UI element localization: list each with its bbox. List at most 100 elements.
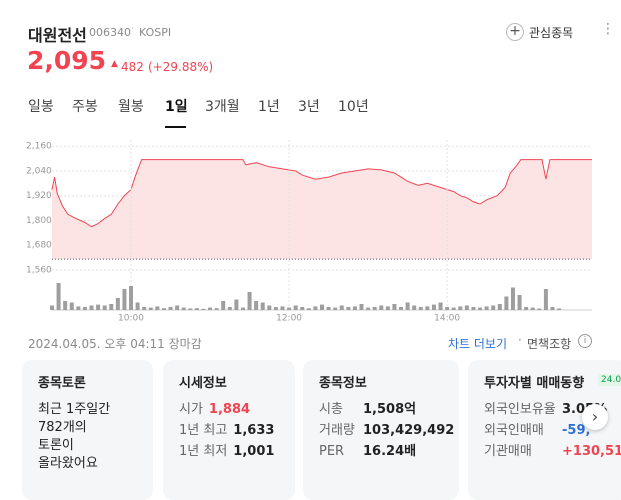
up-icon: ▲ xyxy=(111,59,118,69)
row-label: 외국인보유율 xyxy=(484,402,556,417)
volume-bar xyxy=(214,308,219,310)
volume-bar xyxy=(471,307,476,310)
row-label: 기관매매 xyxy=(484,444,532,459)
row-value: 1,884 xyxy=(208,402,251,417)
volume-bar xyxy=(379,305,384,310)
volume-bar xyxy=(491,305,496,310)
volume-bar xyxy=(418,307,423,310)
tab[interactable]: 월봉 xyxy=(118,99,144,115)
card[interactable]: 종목정보 시총 1,508억 거래량 103,429,492 PER 16.24배 xyxy=(303,360,459,500)
volume-bar xyxy=(333,307,338,310)
price-area xyxy=(52,159,592,260)
volume-bar xyxy=(194,308,199,310)
volume-bar xyxy=(82,307,87,310)
x-tick-label: 12:00 xyxy=(276,314,302,324)
tab[interactable]: 1년 xyxy=(258,99,280,115)
volume-bar xyxy=(445,307,450,310)
more-chart-link[interactable]: 차트 더보기 xyxy=(448,337,508,351)
volume-bar xyxy=(267,305,272,310)
volume-bar xyxy=(287,307,292,310)
card-row: 1년 최저 1,001 xyxy=(179,440,274,459)
market: KOSPI xyxy=(139,26,172,39)
volume-bar xyxy=(129,286,134,310)
volume-bar xyxy=(188,308,193,310)
volume-bar xyxy=(438,302,443,310)
next-arrow[interactable]: › xyxy=(582,404,608,430)
tab[interactable]: 주봉 xyxy=(72,99,98,115)
card-title: 종목토론 xyxy=(38,376,86,391)
card-row: 거래량 103,429,492 xyxy=(319,419,454,438)
card-row: 외국인매매 -59, xyxy=(484,419,590,438)
volume-bar xyxy=(122,289,127,310)
y-tick-label: 1,800 xyxy=(26,216,52,226)
tab[interactable]: 3개월 xyxy=(205,99,240,115)
volume-bar xyxy=(313,306,318,310)
volume-bar xyxy=(293,305,298,310)
card-row: 시가 1,884 xyxy=(179,398,250,417)
disclaimer-link[interactable]: 면책조항 xyxy=(527,337,572,351)
volume-bar xyxy=(102,305,107,310)
volume-bar xyxy=(135,302,140,310)
stock-code: 006340 xyxy=(89,26,131,39)
volume-bar xyxy=(352,306,357,310)
volume-bar xyxy=(240,307,245,310)
volume-bar xyxy=(399,307,404,310)
row-label: 1년 최저 xyxy=(179,444,228,459)
volume-bar xyxy=(161,308,166,310)
volume-bar xyxy=(155,306,160,310)
volume-bar xyxy=(320,304,324,310)
volume-bar xyxy=(56,283,61,310)
card-title: 종목정보 xyxy=(319,376,367,391)
row-label: 거래량 xyxy=(319,423,355,438)
volume-bar xyxy=(497,304,502,310)
card-line: 782개의 xyxy=(38,420,87,435)
volume-bar xyxy=(63,301,68,310)
y-tick-label: 1,920 xyxy=(26,191,52,201)
tab-underline xyxy=(165,126,186,128)
card-title: 투자자별 매매동향 xyxy=(484,376,585,391)
card[interactable]: 시세정보 시가 1,884 1년 최고 1,633 1년 최저 1,001 xyxy=(163,360,295,500)
volume-bar xyxy=(557,308,562,310)
tab[interactable]: 10년 xyxy=(338,99,369,115)
row-value: 103,429,492 xyxy=(363,423,455,438)
row-value: 1,508억 xyxy=(363,402,417,417)
row-value: 1,633 xyxy=(233,423,275,438)
info-icon[interactable]: i xyxy=(578,334,592,348)
tab[interactable]: 3년 xyxy=(298,99,320,115)
volume-bar xyxy=(96,304,101,310)
volume-bar xyxy=(385,306,390,310)
volume-bar xyxy=(168,307,173,310)
watch-button[interactable]: 관심종목 xyxy=(529,26,574,40)
volume-bar xyxy=(280,306,285,310)
volume-bar xyxy=(484,306,489,310)
row-value: 16.24배 xyxy=(363,444,417,459)
card[interactable]: 투자자별 매매동향24.04외국인보유율3.05%외국인매매-59,기관매매+1… xyxy=(468,360,621,500)
volume-bar xyxy=(247,292,252,310)
timestamp: 2024.04.05. 오후 04:11 장마감 xyxy=(28,337,202,351)
volume-bar xyxy=(451,307,456,310)
page: stock {"header": {"name": "대원전선", "code"… xyxy=(26,21,621,471)
volume-bar xyxy=(372,307,377,310)
volume-bar xyxy=(89,305,94,310)
row-label: 시가 xyxy=(179,402,203,417)
volume-bar xyxy=(464,305,469,310)
more-menu[interactable]: ⋮ xyxy=(601,21,615,37)
volume-bar xyxy=(273,307,278,310)
volume-bar xyxy=(50,305,54,310)
volume-bar xyxy=(478,307,483,310)
divider: · xyxy=(518,333,522,347)
watch-icon[interactable]: + xyxy=(506,23,524,41)
tab[interactable]: 일봉 xyxy=(28,99,54,115)
row-value: 1,001 xyxy=(233,444,275,459)
volume-bar xyxy=(537,308,542,310)
volume-bar xyxy=(517,295,522,310)
volume-bar xyxy=(254,301,259,310)
card[interactable]: 종목토론 최근 1주일간 782개의 토론이 올라왔어요 xyxy=(22,360,153,500)
volume-bar xyxy=(412,305,417,310)
card-title: 시세정보 xyxy=(179,376,227,391)
volume-bar xyxy=(339,305,344,310)
volume-bar xyxy=(227,307,232,310)
tab[interactable]: 1일 xyxy=(165,99,188,115)
volume-bar xyxy=(69,302,74,310)
card-badge: 24.04 xyxy=(598,374,621,386)
